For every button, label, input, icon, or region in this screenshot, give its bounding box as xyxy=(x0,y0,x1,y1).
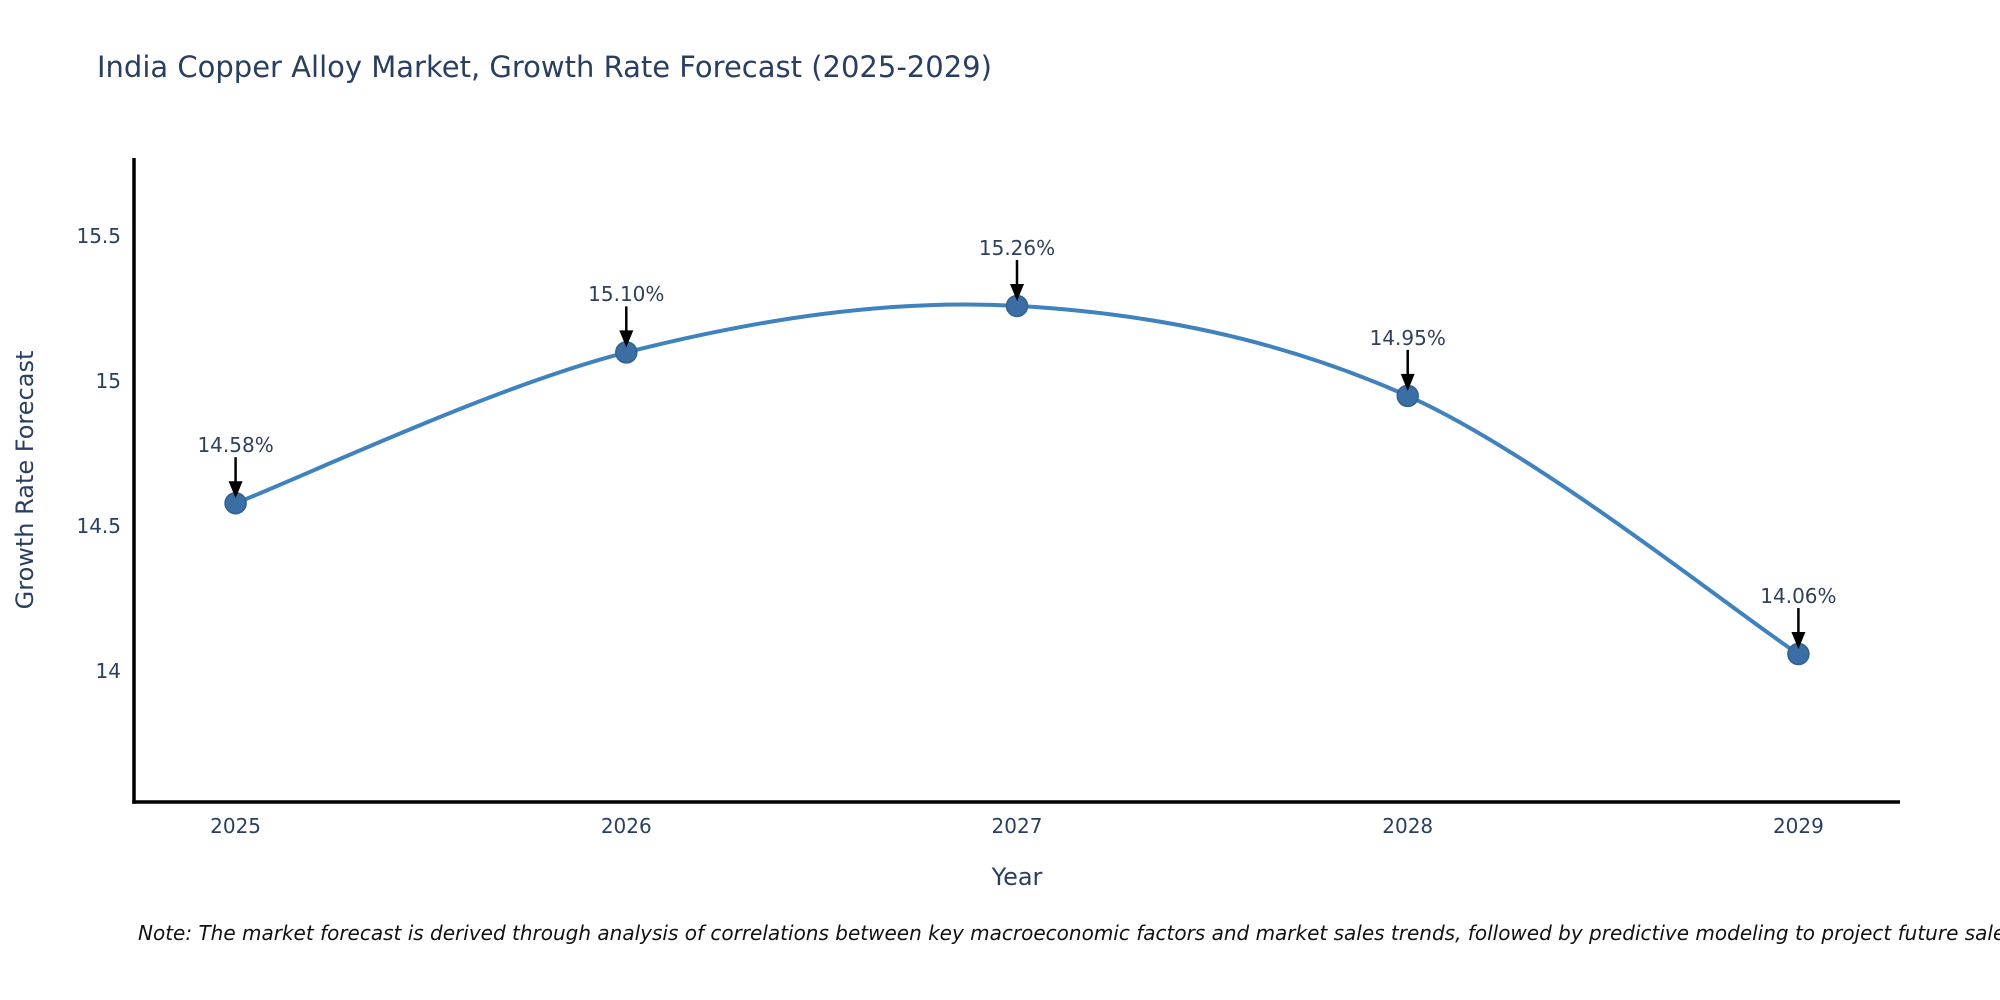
y-tick-label: 15 xyxy=(95,369,121,394)
data-point-label: 14.58% xyxy=(197,433,274,458)
x-tick-label: 2029 xyxy=(1772,814,1824,838)
footnote: Note: The market forecast is derived thr… xyxy=(138,921,2000,945)
y-axis-title: Growth Rate Forecast xyxy=(11,350,39,610)
data-point-label: 15.26% xyxy=(978,235,1056,260)
annotation-arrowhead-icon xyxy=(228,481,243,499)
data-point-label: 14.95% xyxy=(1369,325,1446,350)
chart-title: India Copper Alloy Market, Growth Rate F… xyxy=(97,50,992,84)
x-tick-label: 2025 xyxy=(210,814,262,838)
y-tick-label: 14 xyxy=(95,659,121,684)
annotation-arrowhead-icon xyxy=(1791,632,1806,650)
y-tick-label: 15.5 xyxy=(76,224,121,249)
x-tick-label: 2026 xyxy=(600,814,652,838)
annotation-arrowhead-icon xyxy=(619,330,634,348)
annotation-arrowhead-icon xyxy=(1010,283,1024,301)
x-tick-label: 2028 xyxy=(1382,814,1434,838)
data-point-label: 15.10% xyxy=(588,282,665,307)
data-point-label: 14.06% xyxy=(1760,584,1837,609)
x-tick-label: 2027 xyxy=(991,814,1043,838)
annotation-arrowhead-icon xyxy=(1400,373,1415,391)
x-axis-title: Year xyxy=(991,863,1043,891)
y-tick-label: 14.5 xyxy=(76,514,121,539)
series-line xyxy=(234,302,1800,656)
